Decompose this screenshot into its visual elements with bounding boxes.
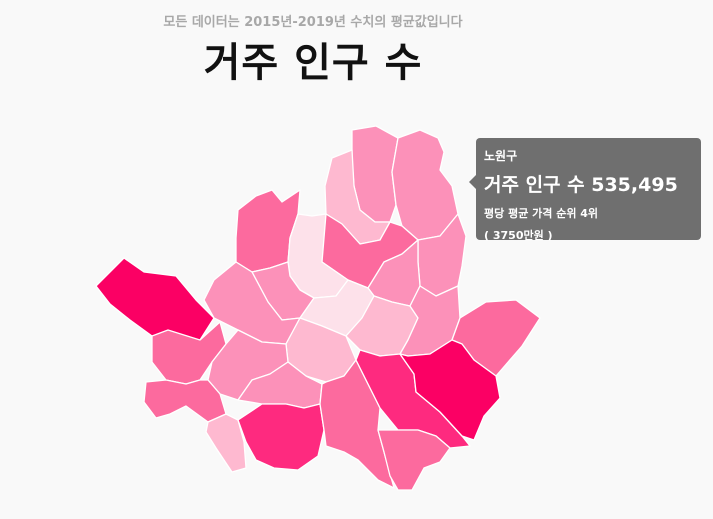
- district-tooltip: 노원구 거주 인구 수 535,495 평당 평균 가격 순위 4위 ( 375…: [469, 138, 701, 242]
- district-gwanak[interactable]: [237, 403, 325, 471]
- map-title: 거주 인구 수: [203, 40, 423, 86]
- tooltip-price: ( 3750만원 ): [484, 229, 553, 242]
- district-guro[interactable]: [143, 379, 227, 423]
- tooltip-district-name: 노원구: [484, 149, 518, 163]
- district-geumcheon[interactable]: [205, 413, 247, 473]
- district-nowon[interactable]: [391, 129, 459, 241]
- district-songpa[interactable]: [399, 339, 501, 441]
- map-subtitle: 모든 데이터는 2015년-2019년 수치의 평균값입니다: [163, 15, 463, 30]
- tooltip-price-rank: 평당 평균 가격 순위 4위: [484, 207, 599, 220]
- district-gangnam[interactable]: [355, 349, 471, 449]
- district-gangnam-south[interactable]: [377, 429, 451, 491]
- tooltip-population: 거주 인구 수 535,495: [484, 174, 678, 196]
